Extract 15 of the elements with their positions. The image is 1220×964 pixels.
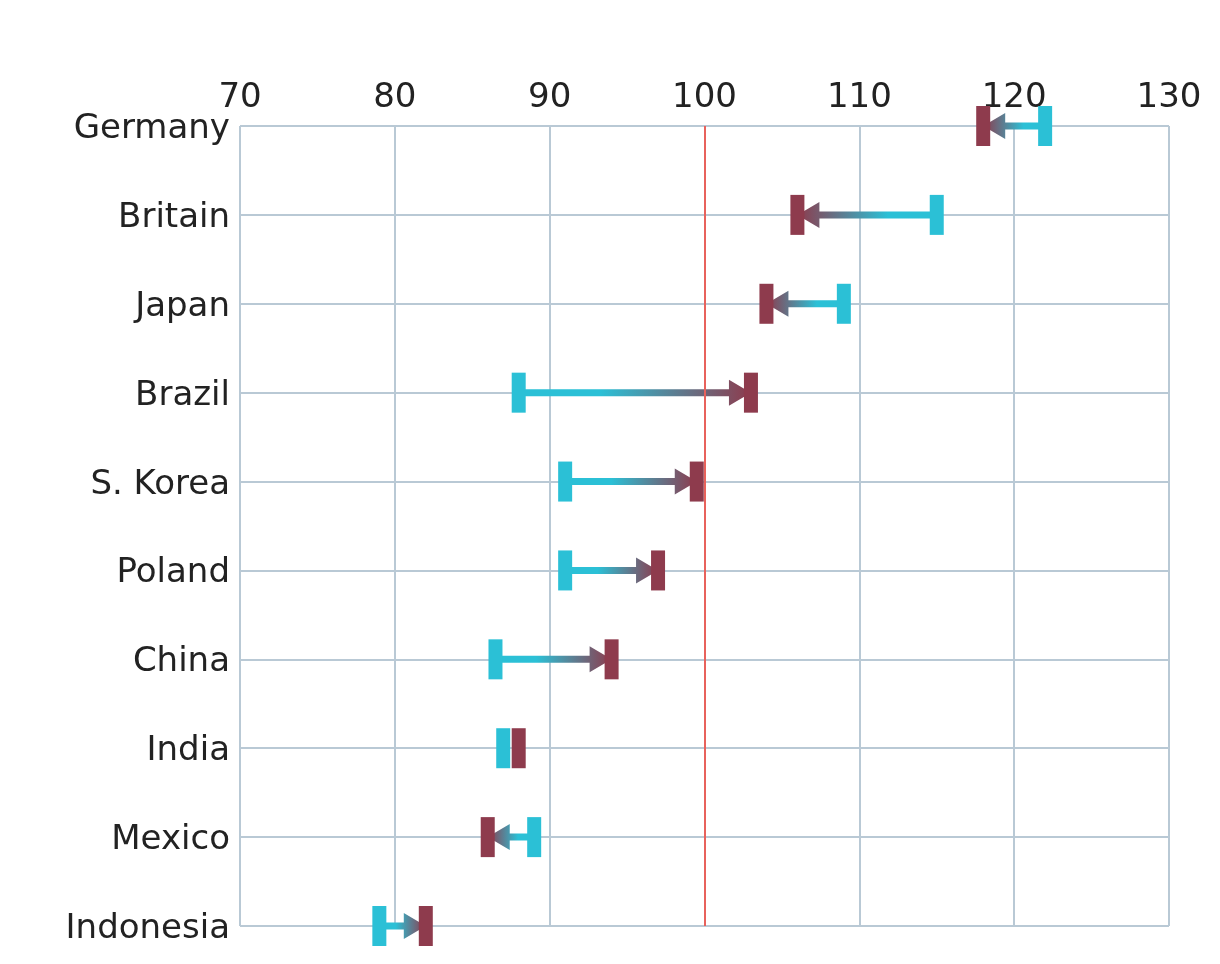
x-tick-label: 130 (1136, 75, 1202, 115)
y-tick-label: Japan (133, 283, 230, 324)
y-tick-label: China (132, 639, 230, 680)
x-tick-label: 100 (672, 75, 737, 115)
y-tick-label: S. Korea (90, 461, 230, 502)
y-tick-label: Mexico (111, 817, 230, 858)
x-tick-label: 120 (981, 75, 1047, 115)
y-tick-label: India (146, 728, 230, 769)
x-tick-label: 110 (826, 75, 892, 115)
y-tick-label: Brazil (135, 372, 230, 413)
y-tick-label: Poland (116, 550, 230, 591)
x-tick-label: 80 (373, 75, 417, 115)
y-tick-label: Indonesia (65, 906, 230, 946)
x-tick-label: 90 (528, 75, 572, 115)
y-tick-label: Britain (118, 194, 230, 235)
